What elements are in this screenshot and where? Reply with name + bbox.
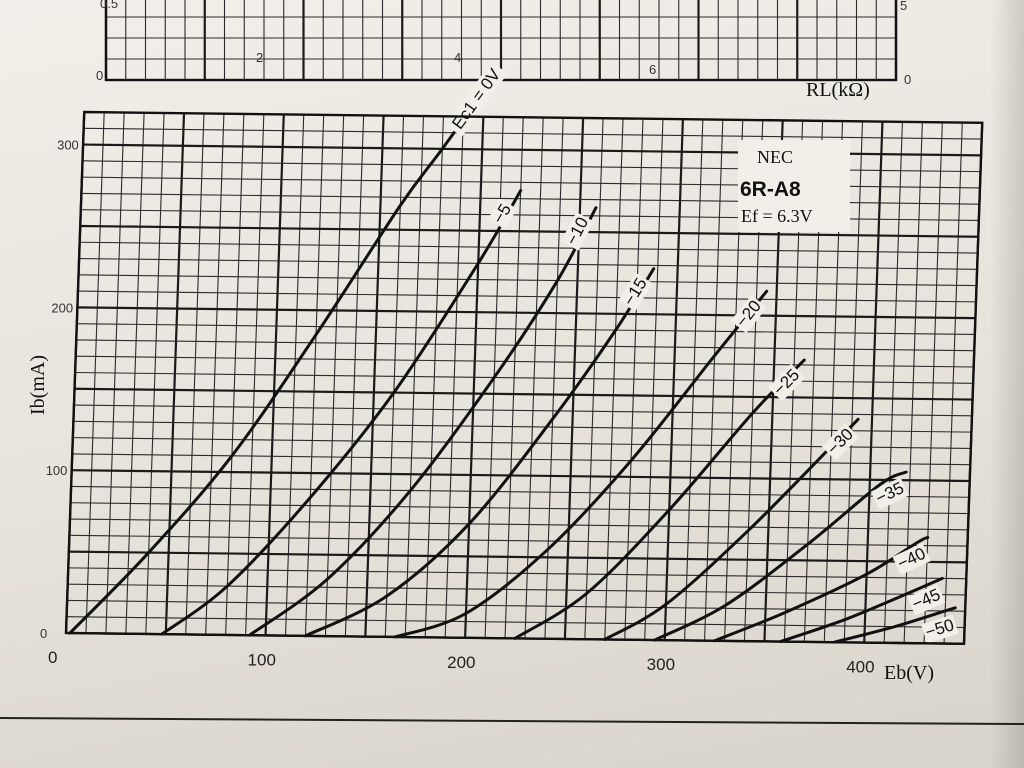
curve-labels: Ec1 = 0V−5−10−15−20−25−30−35−40−45−50 bbox=[445, 61, 959, 644]
curve-ec1-minus50 bbox=[832, 606, 957, 644]
grid-h-line bbox=[73, 404, 972, 417]
grid-h-line bbox=[71, 485, 970, 498]
legend-heater-voltage: Ef = 6.3V bbox=[741, 206, 813, 226]
legend-manufacturer: NEC bbox=[757, 147, 793, 167]
grid-h-line bbox=[78, 274, 977, 287]
curve-label-group: −40 bbox=[892, 542, 931, 576]
curve-label-group: −30 bbox=[821, 423, 860, 461]
main-chart-frame bbox=[64, 110, 984, 645]
curve-ec1-minus5 bbox=[160, 189, 523, 636]
curve-label-background bbox=[821, 423, 860, 461]
grid-h-line bbox=[69, 534, 968, 547]
x-tick-300: 300 bbox=[647, 655, 675, 674]
y-axis-title: Ib(mA) bbox=[27, 355, 49, 415]
grid-h-line bbox=[75, 371, 974, 384]
grid-h-line bbox=[66, 616, 965, 629]
y-tick-0: 0 bbox=[40, 626, 47, 641]
x-tick-0: 0 bbox=[48, 648, 57, 667]
y-tick-200: 200 bbox=[51, 300, 73, 315]
load-resistance-chart: 0.5 5 0 0 2 4 6 RL(kΩ) bbox=[96, 0, 911, 101]
grid-h-line bbox=[75, 355, 974, 368]
grid-h-line bbox=[73, 420, 972, 433]
curve-label-background bbox=[487, 198, 518, 230]
legend-tube-type: 6R-A8 bbox=[740, 178, 801, 201]
curve-label-background bbox=[445, 61, 508, 137]
x-tick-400: 400 bbox=[846, 658, 874, 677]
curve-label-background bbox=[618, 272, 653, 312]
curve-ec1-minus45 bbox=[778, 576, 944, 644]
curve-label: −50 bbox=[923, 615, 956, 642]
curve-ec1-minus35 bbox=[653, 470, 908, 642]
page-rule bbox=[0, 717, 1024, 725]
curve-ec1-minus10 bbox=[248, 206, 598, 637]
upper-right-tick-top: 5 bbox=[900, 0, 907, 13]
curve-label-background bbox=[560, 212, 595, 251]
upper-x-tick-2: 2 bbox=[256, 50, 263, 65]
curve-label: Ec1 = 0V bbox=[448, 65, 504, 133]
upper-right-tick-bottom: 0 bbox=[904, 72, 911, 87]
grid-h-line bbox=[68, 567, 967, 580]
curve-label-background bbox=[870, 477, 910, 510]
grid-h-line bbox=[74, 387, 973, 401]
upper-grid bbox=[104, 0, 898, 81]
x-axis-ticks: 0 100 200 300 400 bbox=[48, 648, 875, 677]
tube-legend: NEC 6R-A8 Ef = 6.3V bbox=[738, 140, 850, 232]
upper-x-axis-title: RL(kΩ) bbox=[806, 79, 870, 101]
x-tick-200: 200 bbox=[447, 653, 475, 672]
x-tick-100: 100 bbox=[248, 650, 276, 669]
grid-h-line bbox=[80, 224, 979, 238]
grid-h-line bbox=[70, 502, 969, 515]
page-spine-shadow bbox=[990, 0, 1024, 768]
grid-h-line bbox=[77, 306, 976, 320]
curve-label-background bbox=[892, 542, 931, 576]
curve-ec1-0v bbox=[68, 74, 497, 635]
curve-label-group: −35 bbox=[870, 477, 910, 510]
grid-h-line bbox=[76, 339, 975, 352]
grid-h-line bbox=[79, 241, 978, 254]
upper-left-partial-label: 0.5 bbox=[100, 0, 118, 11]
y-axis-ticks: 0 100 200 300 bbox=[40, 138, 79, 641]
curve-ec1-minus20 bbox=[393, 289, 769, 639]
curve-label-background bbox=[921, 614, 959, 644]
grid-h-line bbox=[69, 518, 968, 531]
grid-h-line bbox=[83, 127, 982, 140]
grid-h-line bbox=[68, 550, 967, 564]
curve-ec1-minus15 bbox=[303, 267, 656, 638]
legend-background bbox=[738, 140, 850, 232]
curve-family bbox=[68, 74, 957, 644]
upper-x-tick-6: 6 bbox=[649, 62, 656, 77]
upper-x-tick-0: 0 bbox=[96, 68, 103, 83]
grid-h-line bbox=[72, 437, 971, 449]
grid-h-line bbox=[67, 583, 966, 596]
curve-ec1-minus25 bbox=[513, 358, 806, 640]
grid-h-line bbox=[67, 599, 966, 612]
curve-label-background bbox=[730, 294, 767, 334]
grid-h-line bbox=[77, 290, 976, 303]
y-tick-100: 100 bbox=[46, 463, 68, 478]
curve-ec1-minus40 bbox=[713, 535, 930, 643]
grid-h-line bbox=[71, 469, 970, 483]
grid-h-line bbox=[79, 257, 978, 270]
y-tick-300: 300 bbox=[57, 138, 79, 153]
curve-label-group: Ec1 = 0V bbox=[445, 61, 508, 137]
x-axis-title: Eb(V) bbox=[884, 662, 934, 684]
curve-label-background bbox=[767, 363, 806, 402]
curve-label-background bbox=[907, 584, 946, 616]
curve-label-group: −50 bbox=[921, 614, 959, 644]
upper-x-tick-4: 4 bbox=[454, 50, 461, 65]
